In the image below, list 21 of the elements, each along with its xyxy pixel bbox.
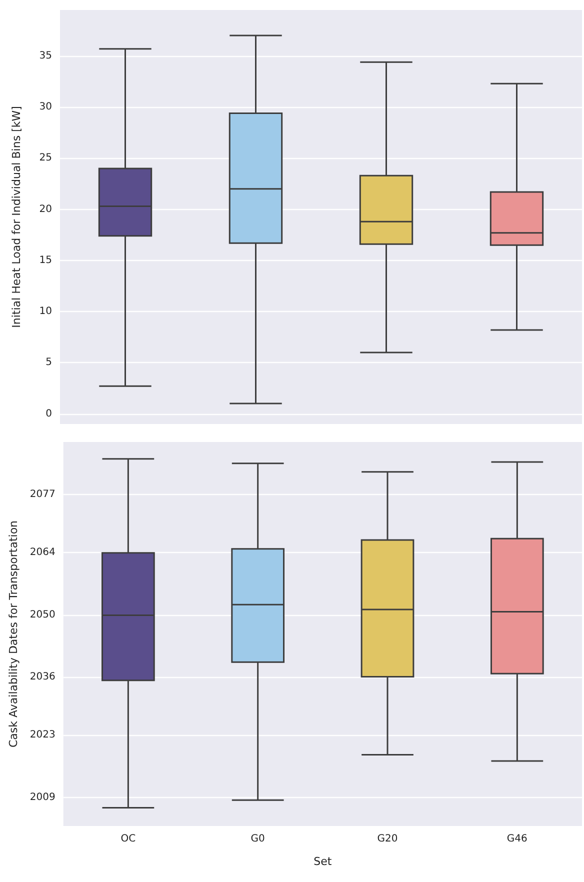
x-tick-label: G20 xyxy=(377,834,398,844)
y-axis-title: Cask Availability Dates for Transportation xyxy=(7,520,20,748)
y-tick-label: 2036 xyxy=(30,672,56,683)
y-tick-label: 2077 xyxy=(30,489,56,500)
y-tick-label: 5 xyxy=(46,357,52,368)
y-tick-label: 10 xyxy=(39,306,52,318)
y-tick-label: 35 xyxy=(39,50,52,62)
x-tick-label: OC xyxy=(120,834,136,844)
x-tick-label: G46 xyxy=(506,834,528,844)
x-axis-title: Set xyxy=(314,855,332,868)
y-tick-label: 15 xyxy=(39,254,52,266)
y-tick-label: 2009 xyxy=(30,792,56,803)
y-tick-label: 30 xyxy=(39,102,52,113)
x-tick-label: G0 xyxy=(250,834,265,844)
y-tick-label: 2050 xyxy=(30,609,56,620)
y-tick-label: 2023 xyxy=(30,730,56,741)
y-tick-label: 2064 xyxy=(30,546,56,558)
y-tick-label: 20 xyxy=(39,204,52,215)
y-tick-label: 0 xyxy=(46,408,52,420)
y-axis-title: Initial Heat Load for Individual Bins [kW] xyxy=(10,106,23,328)
y-tick-label: 25 xyxy=(39,152,52,164)
